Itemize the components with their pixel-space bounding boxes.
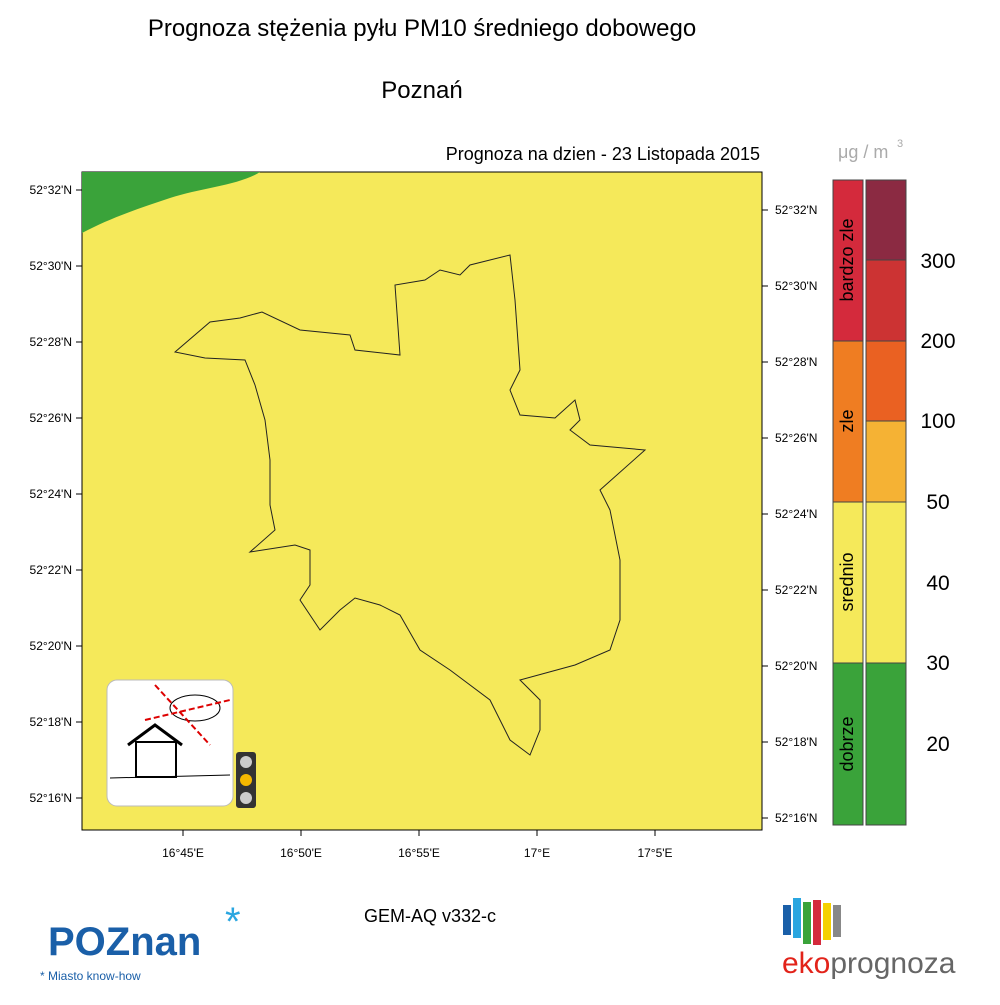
scale-step	[865, 420, 907, 503]
threshold-label: 20	[926, 733, 949, 756]
forecast-date: Prognoza na dzien - 23 Listopada 2015	[446, 144, 760, 164]
icon-roof	[127, 723, 183, 747]
icon-ground	[109, 774, 231, 779]
city-boundary	[173, 254, 647, 756]
lon-label: 16°50'E	[280, 846, 322, 860]
lat-label-left: 52°22'N	[30, 563, 72, 577]
category-label: dobrze	[837, 716, 857, 771]
category-label: srednio	[837, 552, 857, 611]
poznan-logo: POZnan * * Miasto know-how	[40, 900, 241, 983]
model-version: GEM-AQ v332-c	[364, 906, 496, 926]
category-label: zle	[837, 409, 857, 432]
brand-prefix: eko	[782, 947, 830, 980]
good-zone	[82, 172, 260, 233]
lat-label-left: 52°20'N	[30, 639, 72, 653]
threshold-label: 30	[926, 652, 949, 675]
band-very-bad	[832, 179, 864, 342]
lat-label-right: 52°16'N	[775, 811, 817, 825]
lat-label-right: 52°32'N	[775, 203, 817, 217]
logo-bar	[803, 902, 811, 944]
lat-label-left: 52°30'N	[30, 259, 72, 273]
band-medium	[832, 501, 864, 664]
scale-step	[865, 179, 907, 261]
smog-icon	[106, 679, 256, 808]
lat-label-right: 52°18'N	[775, 735, 817, 749]
legend-labels: bardzo zle zle srednio dobrze 300 200 100 50 40 3…	[837, 218, 956, 771]
scale-step	[865, 501, 907, 664]
logo-star: *	[225, 900, 241, 944]
lat-label-right: 52°30'N	[775, 279, 817, 293]
logo-bar	[783, 905, 791, 935]
light-off	[240, 792, 252, 804]
light-on	[240, 774, 252, 786]
lat-label-right: 52°26'N	[775, 431, 817, 445]
category-label: bardzo zle	[837, 218, 857, 301]
brand-suffix: prognoza	[830, 947, 955, 980]
lat-label-left: 52°32'N	[30, 183, 72, 197]
logo-bar	[823, 903, 831, 940]
logo-star-small: *	[40, 969, 45, 983]
lon-label: 16°55'E	[398, 846, 440, 860]
lon-label: 16°45'E	[162, 846, 204, 860]
lat-label-right: 52°20'N	[775, 659, 817, 673]
scale-step	[865, 259, 907, 342]
scale-step	[865, 340, 907, 422]
lat-label-left: 52°24'N	[30, 487, 72, 501]
lat-label-right: 52°22'N	[775, 583, 817, 597]
lon-label: 17°E	[524, 846, 550, 860]
threshold-label: 300	[920, 250, 955, 273]
scale-step	[865, 662, 907, 826]
ekoprognoza-logo: ekoprognoza	[782, 898, 956, 980]
lon-label: 17°5'E	[637, 846, 672, 860]
band-good	[832, 662, 864, 826]
title: Prognoza stężenia pyłu PM10 średniego do…	[148, 15, 696, 42]
band-bad	[832, 340, 864, 503]
threshold-label: 100	[920, 410, 955, 433]
icon-cross	[154, 684, 211, 746]
legend	[832, 179, 907, 826]
city-logo: POZnan	[48, 920, 201, 964]
logo-bar	[813, 900, 821, 945]
threshold-label: 40	[926, 572, 949, 595]
lat-label-right: 52°24'N	[775, 507, 817, 521]
threshold-label: 200	[920, 330, 955, 353]
graticule: 52°32'N 52°32'N 52°30'N 52°30'N 52°28'N 52°28…	[30, 183, 818, 860]
brand: ekoprognoza	[782, 947, 956, 980]
city-slogan: Miasto know-how	[48, 969, 141, 983]
light-off	[240, 756, 252, 768]
city-title: Poznań	[381, 77, 462, 104]
lat-label-right: 52°28'N	[775, 355, 817, 369]
unit: μg / m	[838, 142, 888, 162]
logo-bar	[833, 905, 841, 937]
lat-label-left: 52°18'N	[30, 715, 72, 729]
threshold-label: 50	[926, 491, 949, 514]
icon-cloud	[169, 694, 221, 722]
icon-cross	[144, 699, 231, 721]
lat-label-left: 52°26'N	[30, 411, 72, 425]
logo-bar	[793, 898, 801, 938]
unit-exponent: 3	[897, 138, 903, 150]
lat-label-left: 52°28'N	[30, 335, 72, 349]
lat-label-left: 52°16'N	[30, 791, 72, 805]
